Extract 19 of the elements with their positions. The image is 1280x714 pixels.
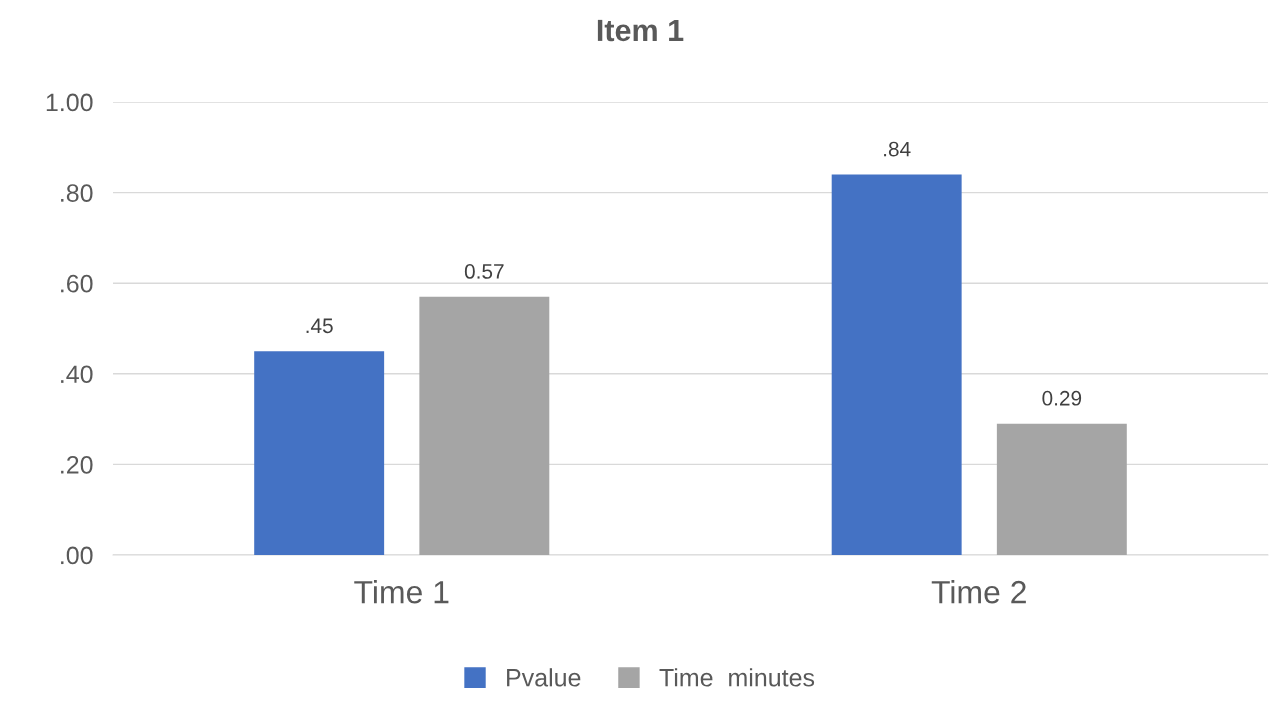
x-tick-label: Time 2	[931, 580, 1026, 604]
y-tick-label: .80	[61, 184, 93, 202]
bar	[254, 351, 385, 555]
y-tick-label: .00	[61, 546, 93, 565]
data-label: .84	[884, 141, 911, 157]
y-tick-label: .60	[61, 274, 93, 293]
data-label: 0.57	[464, 264, 504, 279]
y-tick-label: .20	[61, 456, 93, 474]
data-label: .45	[306, 318, 333, 334]
legend-label: Pvalue	[507, 668, 581, 687]
chart-title: Item 1	[597, 19, 684, 42]
legend-label: Time minutes	[659, 668, 815, 687]
bar	[831, 174, 962, 555]
bar	[419, 296, 550, 555]
y-tick-label: 1.00	[46, 93, 93, 112]
bar	[996, 423, 1127, 555]
data-label: 0.29	[1042, 390, 1082, 406]
y-tick-label: .40	[61, 365, 93, 384]
x-tick-label: Time 1	[354, 580, 449, 604]
